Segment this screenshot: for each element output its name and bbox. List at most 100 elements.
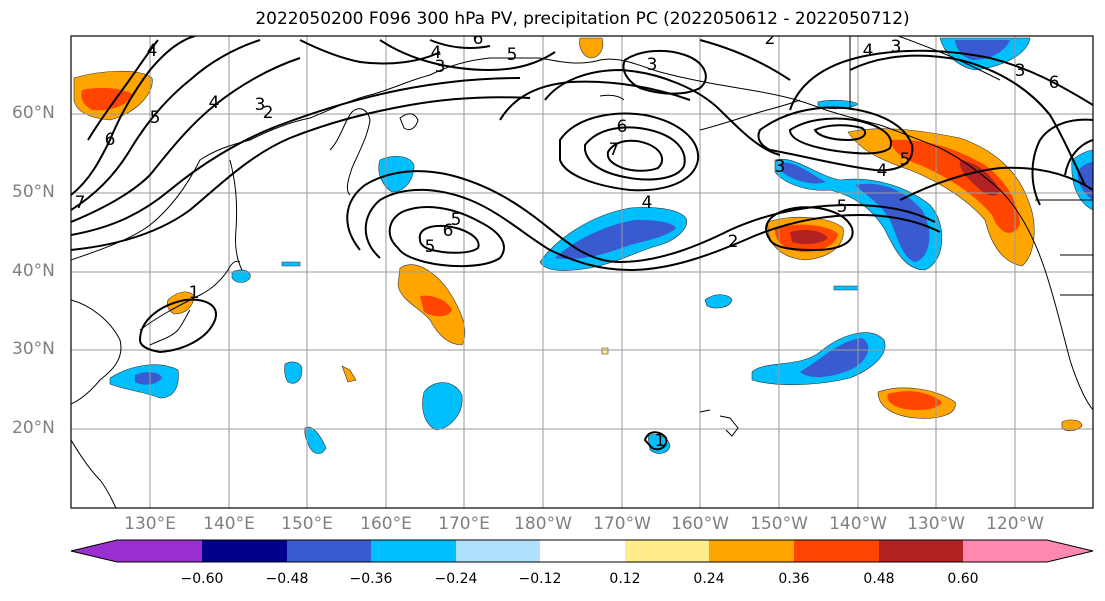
lat-label: 60°N — [12, 103, 55, 123]
contour-labels: 6 5 4 3 2 7 6 5 4 3 2 6 7 5 4 3 5 4 2 6 … — [75, 29, 1060, 451]
colorbar-segment — [709, 540, 794, 562]
colorbar-segment — [879, 540, 963, 562]
contour-label: 5 — [150, 108, 161, 128]
precip-anomaly-positive — [420, 295, 452, 317]
lon-label: 140°E — [203, 514, 255, 534]
precip-anomaly-positive — [890, 139, 1020, 233]
contour-label: 6 — [1049, 73, 1060, 93]
precip-anomaly-positive — [1061, 419, 1083, 432]
precip-anomaly-negative — [555, 220, 676, 259]
colorbar-segment — [202, 540, 287, 562]
colorbar — [70, 539, 1094, 563]
contour-label: 2 — [728, 232, 739, 252]
colorbar-extend-low — [71, 540, 117, 562]
lon-label: 160°E — [360, 514, 412, 534]
colorbar-tick-label: 0.12 — [609, 571, 641, 587]
contour-label: 4 — [642, 193, 653, 213]
precip-anomaly-negative — [704, 294, 733, 309]
contour-label: 2 — [263, 103, 274, 123]
colorbar-tick-label: −0.60 — [180, 571, 224, 587]
lon-label: 150°W — [750, 514, 808, 534]
contour-label: 6 — [473, 29, 484, 49]
map-gridlines — [71, 36, 1093, 508]
precip-anomaly-positive — [579, 37, 604, 59]
contour-label: 3 — [775, 157, 786, 177]
colorbar-tick-label: 0.24 — [693, 571, 725, 587]
colorbar-segment — [794, 540, 879, 562]
colorbar-extend-high — [1047, 540, 1093, 562]
colorbar-segment — [371, 540, 456, 562]
colorbar-segment — [456, 540, 540, 562]
colorbar-segment — [287, 540, 371, 562]
contour-label: 5 — [900, 150, 911, 170]
colorbar-tick-label: −0.36 — [349, 571, 393, 587]
contour-label: 3 — [255, 95, 266, 115]
colorbar-tick-label: −0.12 — [518, 571, 562, 587]
contour-label: 1 — [655, 431, 666, 451]
contour-label: 5 — [425, 237, 436, 257]
pv-contours — [71, 36, 1093, 451]
lon-label: 150°E — [281, 514, 333, 534]
contour-label: 4 — [431, 43, 442, 63]
contour-label: 5 — [451, 210, 462, 230]
colorbar-tick-label: 0.36 — [778, 571, 810, 587]
precip-anomaly-positive — [959, 160, 1000, 196]
colorbar-tick-label: 0.60 — [947, 571, 979, 587]
contour-label: 6 — [443, 221, 454, 241]
lon-label: 130°W — [907, 514, 965, 534]
contour-label: 7 — [75, 193, 86, 213]
colorbar-segment — [540, 540, 625, 562]
lat-label: 20°N — [12, 418, 55, 438]
lat-label: 30°N — [12, 339, 55, 359]
contour-label: 4 — [877, 161, 888, 181]
contour-label: 3 — [647, 55, 658, 75]
precip-anomaly-positive — [790, 230, 828, 245]
precip-anomaly-positive — [341, 365, 357, 383]
contour-label: 6 — [617, 117, 628, 137]
precip-anomaly-negative — [378, 156, 415, 193]
lat-label: 50°N — [12, 182, 55, 202]
colorbar-tick-label: −0.48 — [265, 571, 309, 587]
precip-anomaly-negative — [1077, 162, 1093, 200]
contour-label: 4 — [209, 93, 220, 113]
precip-shading — [73, 37, 1093, 454]
lon-label: 170°E — [438, 514, 490, 534]
map-frame — [70, 35, 1094, 509]
precip-anomaly-negative — [284, 361, 303, 384]
coastlines — [71, 36, 1093, 508]
precip-anomaly-negative — [780, 162, 930, 262]
contour-label: 5 — [507, 45, 518, 65]
lat-label: 40°N — [12, 261, 55, 281]
colorbar-tick-label: 0.48 — [863, 571, 895, 587]
precip-anomaly-negative — [135, 372, 162, 385]
lon-label: 170°W — [593, 514, 651, 534]
precip-anomaly-negative — [281, 261, 301, 267]
colorbar-tick-label: −0.24 — [434, 571, 478, 587]
precip-anomaly-positive — [847, 128, 1035, 267]
precip-anomaly-negative — [800, 338, 869, 378]
precip-anomaly-negative — [231, 269, 251, 283]
colorbar-outline — [70, 539, 1094, 563]
colorbar-segment — [963, 540, 1047, 562]
contour-label: 3 — [435, 57, 446, 77]
contour-label: 6 — [105, 130, 116, 150]
precip-anomaly-negative — [422, 382, 463, 431]
precip-anomaly-positive — [601, 347, 609, 355]
contour-label: 5 — [837, 197, 848, 217]
contour-label: 2 — [765, 29, 776, 49]
lon-label: 130°E — [124, 514, 176, 534]
contour-label: 4 — [147, 41, 158, 61]
contour-label: 7 — [609, 140, 620, 160]
map-title: 2022050200 F096 300 hPa PV, precipitatio… — [255, 9, 910, 29]
precip-anomaly-negative — [833, 285, 859, 291]
contour-label: 4 — [863, 41, 874, 61]
lon-label: 160°W — [671, 514, 729, 534]
colorbar-segment — [117, 540, 202, 562]
contour-label: 3 — [1015, 61, 1026, 81]
lon-label: 120°W — [986, 514, 1044, 534]
contour-label: 1 — [189, 283, 200, 303]
contour-label: 3 — [891, 37, 902, 57]
colorbar-segment — [625, 540, 709, 562]
lon-label: 140°W — [829, 514, 887, 534]
